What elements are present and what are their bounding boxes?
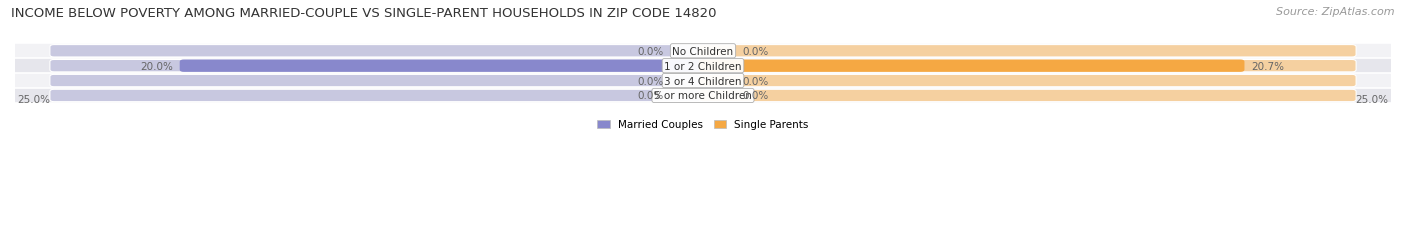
Text: 5 or more Children: 5 or more Children [654,91,752,101]
FancyBboxPatch shape [49,45,707,58]
Text: 20.7%: 20.7% [1251,61,1284,71]
Legend: Married Couples, Single Parents: Married Couples, Single Parents [593,116,813,134]
FancyBboxPatch shape [699,60,1357,73]
Text: 20.0%: 20.0% [141,61,173,71]
Bar [15,74,1391,89]
Bar [15,44,1391,59]
Text: 1 or 2 Children: 1 or 2 Children [664,61,742,71]
FancyBboxPatch shape [49,90,707,102]
Text: No Children: No Children [672,47,734,57]
Text: 0.0%: 0.0% [638,76,664,86]
FancyBboxPatch shape [699,90,1357,102]
Text: 25.0%: 25.0% [1355,95,1388,105]
Text: Source: ZipAtlas.com: Source: ZipAtlas.com [1277,7,1395,17]
FancyBboxPatch shape [699,60,1244,73]
FancyBboxPatch shape [180,60,707,73]
Text: 0.0%: 0.0% [742,47,768,57]
Text: 3 or 4 Children: 3 or 4 Children [664,76,742,86]
FancyBboxPatch shape [699,45,1357,58]
Text: 0.0%: 0.0% [742,91,768,101]
Text: 0.0%: 0.0% [742,76,768,86]
Text: 25.0%: 25.0% [18,95,51,105]
Bar [15,59,1391,74]
FancyBboxPatch shape [699,75,1357,87]
Text: 0.0%: 0.0% [638,47,664,57]
FancyBboxPatch shape [49,75,707,87]
Text: INCOME BELOW POVERTY AMONG MARRIED-COUPLE VS SINGLE-PARENT HOUSEHOLDS IN ZIP COD: INCOME BELOW POVERTY AMONG MARRIED-COUPL… [11,7,717,20]
Text: 0.0%: 0.0% [638,91,664,101]
FancyBboxPatch shape [49,60,707,73]
Bar [15,89,1391,103]
